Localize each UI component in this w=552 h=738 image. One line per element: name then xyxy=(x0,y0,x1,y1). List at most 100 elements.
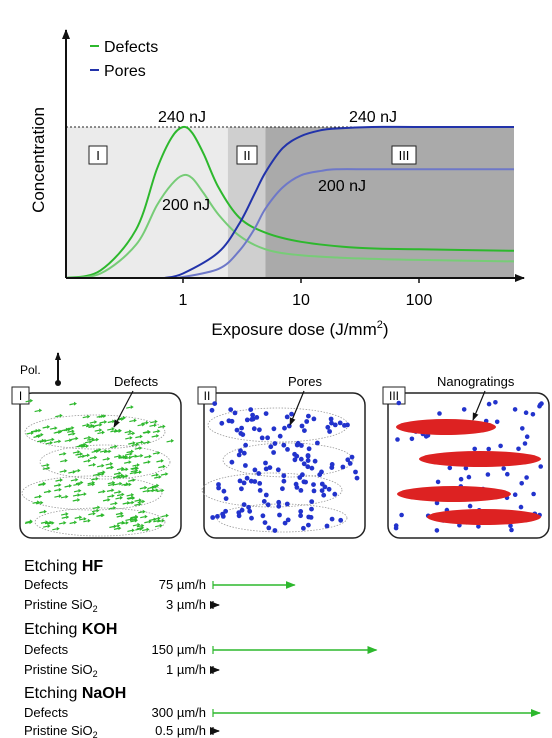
series-pores-240nj xyxy=(164,125,514,279)
pore-dot xyxy=(437,411,442,416)
defect-mark xyxy=(98,489,106,494)
defect-mark xyxy=(115,495,123,500)
pore-dot xyxy=(306,522,311,528)
pore-dot xyxy=(240,432,246,437)
pore-dot xyxy=(228,407,234,412)
pore-dot xyxy=(486,401,492,407)
pore-dot xyxy=(423,434,429,439)
pore-dot xyxy=(530,412,536,417)
legend-label-pores: Pores xyxy=(104,63,146,80)
pore-dot xyxy=(243,442,249,448)
defect-mark xyxy=(61,515,70,520)
series-defects-200nj xyxy=(65,173,515,279)
defect-mark xyxy=(94,422,103,427)
pore-dot xyxy=(304,419,310,424)
defect-mark xyxy=(144,454,152,459)
defect-mark xyxy=(151,433,160,438)
defect-mark xyxy=(67,431,76,436)
pore-dot xyxy=(257,427,262,433)
defect-mark xyxy=(37,438,45,443)
pore-dot xyxy=(281,442,287,448)
defect-mark xyxy=(42,466,51,471)
pore-dot xyxy=(498,443,503,449)
dose-concentration-chart: 1 10 100 Concentration Exposure dose (J/mm… xyxy=(29,29,525,339)
pore-dot xyxy=(282,425,287,431)
pore-dot xyxy=(219,420,225,426)
pore-dot xyxy=(223,508,229,514)
pore-dot xyxy=(236,452,242,458)
legend-item-defects: Defects xyxy=(90,39,158,56)
track-outline xyxy=(201,472,343,508)
defect-mark xyxy=(49,426,58,431)
pore-dot xyxy=(340,464,346,470)
defect-mark xyxy=(89,455,98,460)
defect-mark xyxy=(128,478,136,483)
defect-mark xyxy=(83,518,91,523)
defect-mark xyxy=(40,520,49,525)
defect-mark xyxy=(106,488,115,493)
region-label-i: I xyxy=(88,145,108,165)
pore-dot xyxy=(466,474,472,480)
defect-mark xyxy=(115,511,124,516)
defect-mark xyxy=(113,454,122,458)
pore-dot xyxy=(298,509,304,514)
etching-rate: 300 µm/h xyxy=(152,705,206,720)
polarization-indicator: Pol. xyxy=(20,352,61,386)
defect-mark xyxy=(91,476,99,481)
defect-mark xyxy=(72,498,81,502)
pore-dot xyxy=(289,411,294,417)
chart-series xyxy=(65,125,515,279)
defect-mark xyxy=(97,430,105,435)
pore-dot xyxy=(512,407,518,412)
defect-mark xyxy=(96,414,105,419)
pore-dot xyxy=(501,466,507,471)
defect-mark xyxy=(125,435,133,440)
pore-dot xyxy=(472,446,478,452)
defect-mark xyxy=(120,474,129,478)
defect-mark xyxy=(70,436,79,441)
pore-dot xyxy=(524,475,529,480)
pore-dot xyxy=(237,478,243,484)
etching-title: Etching NaOH xyxy=(24,685,126,702)
defect-mark xyxy=(126,492,135,497)
pore-dot xyxy=(220,511,226,517)
defect-mark xyxy=(102,497,111,502)
etching-title: Etching HF xyxy=(24,558,103,575)
defect-mark xyxy=(72,493,81,497)
pore-dot xyxy=(524,434,530,440)
defect-mark xyxy=(125,452,133,456)
pore-dot xyxy=(311,416,317,422)
pore-dot xyxy=(324,523,330,529)
region-3-shade xyxy=(265,127,514,278)
pore-dot xyxy=(396,400,402,406)
svg-text:III: III xyxy=(399,148,410,163)
pore-dot xyxy=(285,447,290,452)
defect-mark xyxy=(152,450,161,455)
pore-dot xyxy=(306,446,312,452)
nanograting-field xyxy=(393,400,544,533)
etching-rate: 150 µm/h xyxy=(152,642,206,657)
pore-dot xyxy=(538,464,543,469)
defect-mark xyxy=(72,450,81,454)
etching-rate: 1 µm/h xyxy=(166,662,206,677)
pore-dot xyxy=(249,515,254,521)
defect-mark xyxy=(96,463,105,468)
defect-mark xyxy=(83,458,92,463)
pore-dot xyxy=(512,492,518,498)
defect-mark xyxy=(107,493,115,498)
pore-dot xyxy=(256,471,262,476)
annotation-defects-200nj: 200 nJ xyxy=(162,197,210,214)
defect-mark xyxy=(135,527,143,531)
etching-group-hf: Etching HF Defects 75 µm/h Pristine SiO2… xyxy=(24,558,296,614)
defect-mark xyxy=(34,494,42,499)
defect-mark xyxy=(116,514,125,518)
pore-dot xyxy=(493,400,498,405)
annotation-pores-240nj: 240 nJ xyxy=(349,109,397,126)
pore-dot xyxy=(232,410,238,416)
defect-mark xyxy=(75,452,83,456)
svg-text:II: II xyxy=(243,148,250,163)
x-tick-label: 1 xyxy=(179,292,188,309)
defect-mark xyxy=(154,475,162,479)
nanograting-plane xyxy=(397,486,511,502)
